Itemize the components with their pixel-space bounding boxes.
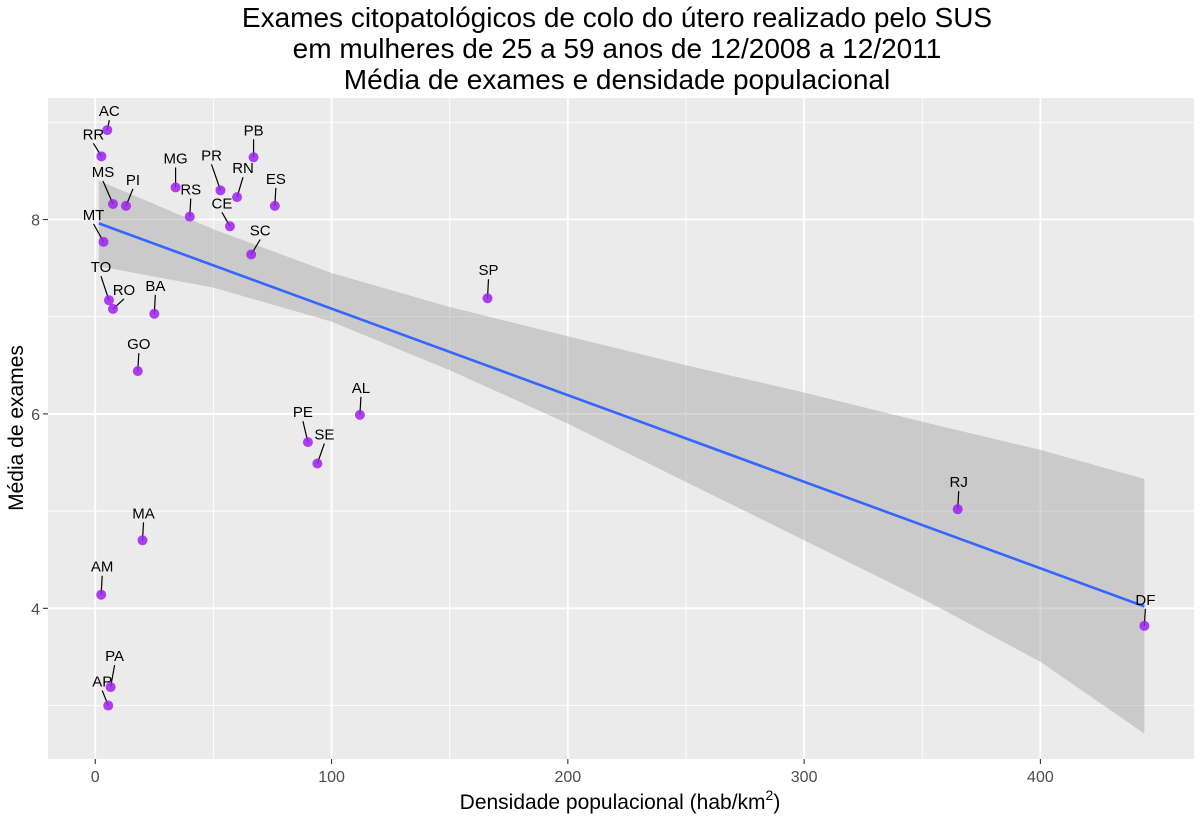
data-point (132, 366, 143, 377)
data-point (102, 125, 113, 136)
data-point-label: AL (352, 380, 370, 397)
data-point (107, 303, 118, 314)
data-point (354, 409, 365, 420)
data-point-label: SE (314, 426, 334, 443)
data-point-label: PB (244, 122, 264, 139)
data-point (224, 221, 235, 232)
data-point (103, 295, 114, 306)
data-point-label: MA (132, 505, 155, 522)
grid-minor (48, 98, 1194, 759)
data-point-label: AP (92, 674, 112, 691)
data-point (105, 682, 116, 693)
x-tick-label: 400 (1027, 769, 1054, 786)
x-axis-ticks: 0 100 200 300 400 (91, 759, 1054, 786)
trend-line (98, 222, 1145, 608)
y-axis-title: Média de exames (5, 345, 28, 511)
data-point (170, 182, 181, 193)
data-point (248, 152, 259, 163)
y-tick-label: 4 (31, 601, 40, 618)
data-point-label: BA (145, 278, 165, 295)
y-tick-label: 6 (31, 407, 40, 424)
x-axis-title-main: Densidade populacional (hab/km (460, 791, 766, 814)
data-point-label: PI (126, 172, 140, 189)
data-point (1139, 620, 1150, 631)
plot-panel (48, 98, 1194, 759)
data-point (952, 504, 963, 515)
data-point (96, 589, 107, 600)
data-point (302, 437, 313, 448)
data-point-label: PR (201, 147, 222, 164)
x-tick-label: 100 (318, 769, 345, 786)
data-point-label: MS (92, 164, 115, 181)
data-point (482, 293, 493, 304)
data-point-label: AM (91, 559, 114, 576)
data-points (96, 125, 1150, 711)
data-point-label: MT (83, 207, 105, 224)
data-point-label: RN (232, 160, 254, 177)
y-axis-ticks: 4 6 8 (31, 213, 48, 618)
chart-title-line-2: em mulheres de 25 a 59 anos de 12/2008 a… (293, 33, 942, 64)
data-point (98, 236, 109, 247)
x-axis-title-superscript: 2 (766, 787, 774, 803)
data-point (120, 200, 131, 211)
data-point-label: ES (266, 171, 286, 188)
chart-title-line-3: Média de exames e densidade populacional (344, 64, 890, 95)
data-point-label: TO (91, 259, 112, 276)
data-point (184, 211, 195, 222)
data-point-label: DF (1135, 592, 1155, 609)
data-point-label: MG (164, 150, 188, 167)
x-tick-label: 0 (91, 769, 100, 786)
data-point (312, 458, 323, 469)
data-point (215, 185, 226, 196)
data-point-label: CE (212, 195, 233, 212)
data-point-label: RS (180, 182, 201, 199)
data-point (137, 535, 148, 546)
data-point (96, 151, 107, 162)
x-axis-title-suffix: ) (773, 791, 780, 814)
data-point-label: PA (105, 648, 124, 665)
data-point (246, 249, 257, 260)
data-point-label: GO (127, 336, 150, 353)
chart-title-line-1: Exames citopatológicos de colo do útero … (242, 2, 992, 33)
data-point (269, 200, 280, 211)
x-tick-label: 300 (791, 769, 818, 786)
x-tick-label: 200 (554, 769, 581, 786)
data-point (232, 192, 243, 203)
data-point (149, 308, 160, 319)
data-point (103, 700, 114, 711)
y-tick-label: 8 (31, 213, 40, 230)
data-point (107, 198, 118, 209)
data-point-label: AC (99, 103, 120, 120)
data-point-label: PE (293, 404, 313, 421)
data-point-label: RJ (950, 474, 968, 491)
data-point-label: SP (478, 262, 498, 279)
data-point-label: RO (113, 282, 136, 299)
x-axis-title: Densidade populacional (hab/km2) (460, 787, 781, 814)
data-point-label: RR (83, 126, 105, 143)
data-point-label: SC (250, 223, 271, 240)
